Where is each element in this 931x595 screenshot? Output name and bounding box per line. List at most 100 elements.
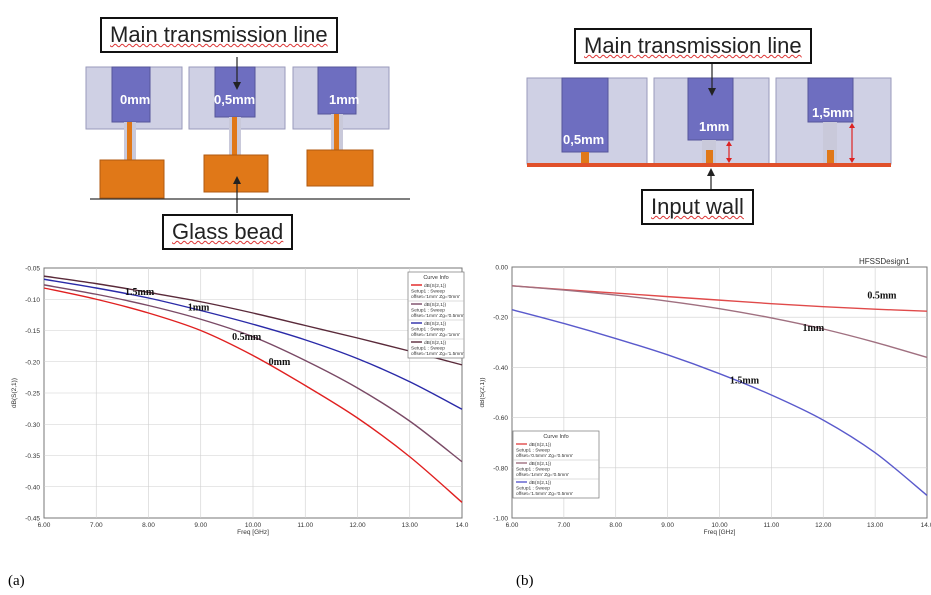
chart-a-legend-text-2: dB(S(2,1)) xyxy=(424,321,447,327)
chart-b-x-tick-label: 11.00 xyxy=(763,522,779,529)
chart-b-legend-text-1: Setup1 : Sweep xyxy=(516,467,550,473)
chart-a-x-tick-label: 13.00 xyxy=(402,522,419,529)
chart-a-legend-text-3: offset='1mm' Zg='1.5mm' xyxy=(411,351,464,357)
chart-a-legend-text-1: offset='1mm' Zg='0.5mm' xyxy=(411,313,464,319)
coax-block-a-1mm xyxy=(292,66,390,187)
chart-a-legend-title: Curve Info xyxy=(423,275,448,281)
chart-b-x-tick-label: 13.00 xyxy=(867,522,884,529)
chart-a-y-tick-label: -0.40 xyxy=(25,484,40,491)
chart-b-x-tick-label: 8.00 xyxy=(609,522,622,529)
chart-a-y-axis-label: dB(S(2,1)) xyxy=(11,378,18,408)
chart-a-legend-text-0: Setup1 : Sweep xyxy=(411,289,445,295)
rod-label-a-2: 1mm xyxy=(329,92,360,107)
chart-a: 6.00 7.00 8.00 9.00 10.00 11.00 12.00 13.00 14.0… xyxy=(11,266,469,537)
coax-block-b-05mm xyxy=(526,77,648,165)
chart-b-y-tick-label: -0.80 xyxy=(493,465,508,472)
panel-label-b: (b) xyxy=(516,573,534,589)
callout-main-line-b-text: Main transmission line xyxy=(584,33,802,58)
callout-main-line-b: Main transmission line xyxy=(574,28,812,64)
chart-b-legend-text-0: Setup1 : Sweep xyxy=(516,448,550,454)
coax-block-a-0mm xyxy=(85,66,183,199)
chart-a-y-tick-label: -0.45 xyxy=(25,516,40,523)
chart-a-series-line-1 xyxy=(43,284,463,463)
chart-b-x-tick-label: 12.00 xyxy=(815,522,832,529)
callout-glass-bead-text: Glass bead xyxy=(172,219,284,244)
chart-b-y-tick-label: -1.00 xyxy=(493,516,508,523)
rod-label-a-1: 0,5mm xyxy=(214,92,256,107)
chart-a-x-tick-label: 10.00 xyxy=(245,522,262,529)
callout-input-wall: Input wall xyxy=(641,189,754,225)
chart-b-legend-text-2: dB(S(2,1)) xyxy=(529,480,552,486)
rod-label-b-2: 1,5mm xyxy=(812,105,854,120)
chart-a-x-tick-label: 9.00 xyxy=(194,522,207,529)
rod-label-b-0: 0,5mm xyxy=(563,132,605,147)
chart-b-annotation-1: 1mm xyxy=(803,323,825,334)
chart-b-series-line-2 xyxy=(511,308,928,496)
chart-a-y-tick-label: -0.35 xyxy=(25,453,40,460)
chart-a-annotation-1: 1mm xyxy=(188,303,210,314)
chart-a-x-tick-label: 8.00 xyxy=(142,522,155,529)
chart-b: 6.00 7.00 8.00 9.00 10.00 11.00 12.00 13.00 14. 0… xyxy=(480,265,931,537)
chart-a-legend-text-3: dB(S(2,1)) xyxy=(424,340,447,346)
chart-b-y-tick-label: -0.40 xyxy=(493,365,508,372)
chart-a-legend-text-0: offset='1mm' Zg='0mm' xyxy=(411,294,460,300)
chart-b-legend-text-0: dB(S(2,1)) xyxy=(529,442,552,448)
chart-a-y-tick-label: -0.15 xyxy=(25,328,40,335)
chart-a-legend-text-2: offset='1mm' Zg='1mm' xyxy=(411,332,460,338)
chart-a-series-line-0 xyxy=(43,287,463,503)
rod-label-a-0: 0mm xyxy=(120,92,151,107)
chart-a-x-tick-label: 12.00 xyxy=(349,522,366,529)
chart-a-x-tick-label: 6.00 xyxy=(38,522,51,529)
chart-a-legend-text-1: dB(S(2,1)) xyxy=(424,302,447,308)
callout-input-wall-text: Input wall xyxy=(651,194,744,219)
chart-b-legend-text-1: dB(S(2,1)) xyxy=(529,461,552,467)
chart-b-series-line-0 xyxy=(511,285,928,312)
chart-a-annotation-3: 0mm xyxy=(269,357,291,368)
chart-b-x-tick-label: 9.00 xyxy=(661,522,674,529)
chart-a-legend-text-1: Setup1 : Sweep xyxy=(411,308,445,314)
chart-a-series-line-3 xyxy=(43,275,463,366)
chart-b-x-tick-label: 10.00 xyxy=(711,522,728,529)
chart-a-legend-text-0: dB(S(2,1)) xyxy=(424,283,447,289)
chart-b-x-tick-label: 14.0 xyxy=(921,522,931,529)
chart-b-legend-text-1: offset='1mm' Zg='0.5mm' xyxy=(516,472,569,478)
hfss-header: HFSSDesign1 xyxy=(859,257,910,266)
chart-a-legend-text-3: Setup1 : Sweep xyxy=(411,346,445,352)
chart-a-y-tick-label: -0.30 xyxy=(25,422,40,429)
chart-a-x-tick-label: 14.0 xyxy=(456,522,469,529)
chart-b-annotation-2: 1.5mm xyxy=(730,376,760,387)
chart-a-x-tick-label: 11.00 xyxy=(297,522,313,529)
chart-a-legend-box xyxy=(407,271,465,359)
schematic-b xyxy=(526,63,892,190)
schematic-a xyxy=(85,57,410,213)
input-wall-line xyxy=(527,163,891,167)
chart-a-annotation-2: 0.5mm xyxy=(232,332,262,343)
chart-a-y-tick-label: -0.05 xyxy=(25,266,40,273)
chart-b-x-tick-label: 6.00 xyxy=(506,522,519,529)
coax-block-b-15mm xyxy=(775,77,892,165)
chart-a-series-line-2 xyxy=(43,278,463,410)
chart-b-y-axis-label: dB(S(2,1)) xyxy=(480,378,486,408)
chart-b-series-line-1 xyxy=(511,285,928,359)
rod-label-b-1: 1mm xyxy=(699,119,730,134)
chart-b-y-tick-label: -0.20 xyxy=(493,315,508,322)
chart-b-legend-text-2: Setup1 : Sweep xyxy=(516,486,550,492)
schematics xyxy=(85,57,892,213)
chart-b-y-tick-label: -0.60 xyxy=(493,415,508,422)
chart-a-y-tick-label: -0.25 xyxy=(25,391,40,398)
chart-a-y-tick-label: -0.20 xyxy=(25,359,40,366)
chart-a-x-axis-label: Freq [GHz] xyxy=(237,529,269,536)
callout-main-line-a-text: Main transmission line xyxy=(110,22,328,47)
chart-a-annotation-0: 1.5mm xyxy=(125,287,155,298)
chart-b-legend-text-2: offset='1.5mm' Zg='0.5mm' xyxy=(516,491,573,497)
chart-b-annotation-0: 0.5mm xyxy=(867,290,897,301)
panel-label-a: (a) xyxy=(8,573,25,589)
callout-main-line-a: Main transmission line xyxy=(100,17,338,53)
chart-a-legend-text-2: Setup1 : Sweep xyxy=(411,327,445,333)
chart-b-legend-box xyxy=(512,430,600,499)
callout-glass-bead: Glass bead xyxy=(162,214,294,250)
chart-a-x-tick-label: 7.00 xyxy=(90,522,103,529)
chart-b-legend-text-0: offset='0.5mm' Zg='0.5mm' xyxy=(516,453,573,459)
chart-b-x-axis-label: Freq [GHz] xyxy=(704,529,736,536)
chart-b-y-tick-label: 0.00 xyxy=(495,265,508,272)
